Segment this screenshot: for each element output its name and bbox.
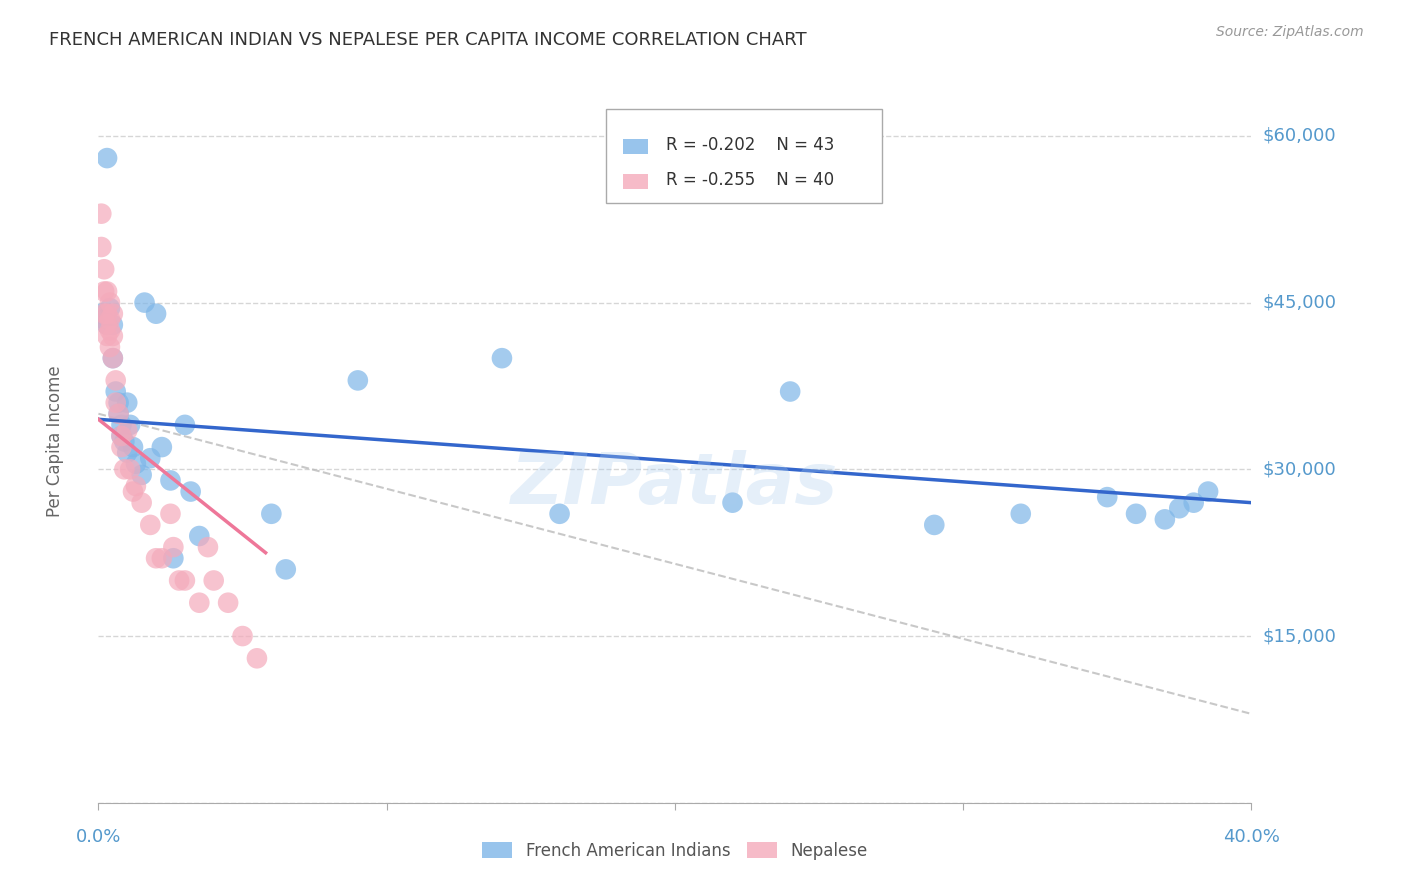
Point bbox=[1010, 507, 1032, 521]
Point bbox=[180, 484, 202, 499]
Point bbox=[117, 395, 139, 409]
Point bbox=[188, 529, 211, 543]
Point bbox=[159, 507, 181, 521]
Point bbox=[131, 496, 153, 510]
Point bbox=[162, 551, 184, 566]
Point bbox=[112, 462, 135, 476]
Point bbox=[107, 407, 129, 421]
Point bbox=[110, 429, 132, 443]
Text: 0.0%: 0.0% bbox=[76, 828, 121, 846]
Point bbox=[188, 596, 211, 610]
Point bbox=[139, 451, 162, 466]
Point bbox=[721, 496, 744, 510]
Point bbox=[1154, 512, 1177, 526]
Point bbox=[93, 307, 115, 321]
Point bbox=[107, 407, 129, 421]
Bar bbox=[623, 174, 648, 189]
Point bbox=[260, 507, 283, 521]
Point bbox=[346, 373, 368, 387]
Text: ZIPatlas: ZIPatlas bbox=[512, 450, 838, 519]
Point bbox=[779, 384, 801, 399]
Point bbox=[134, 295, 156, 310]
Point bbox=[122, 484, 145, 499]
Point bbox=[96, 318, 118, 332]
Point bbox=[491, 351, 513, 366]
Point bbox=[1182, 496, 1205, 510]
Text: Per Capita Income: Per Capita Income bbox=[45, 366, 63, 517]
Text: $45,000: $45,000 bbox=[1263, 293, 1337, 311]
Point bbox=[1168, 501, 1191, 516]
Point bbox=[122, 440, 145, 454]
Point bbox=[145, 307, 167, 321]
Text: R = -0.255    N = 40: R = -0.255 N = 40 bbox=[665, 171, 834, 189]
Point bbox=[90, 207, 112, 221]
Point bbox=[162, 540, 184, 554]
Point bbox=[90, 307, 112, 321]
Point bbox=[120, 417, 142, 432]
Point bbox=[110, 440, 132, 454]
Point bbox=[110, 429, 132, 443]
Text: R = -0.202    N = 43: R = -0.202 N = 43 bbox=[665, 136, 834, 154]
Text: $30,000: $30,000 bbox=[1263, 460, 1336, 478]
Point bbox=[246, 651, 269, 665]
Point bbox=[548, 507, 571, 521]
Point bbox=[104, 384, 127, 399]
Point bbox=[125, 457, 148, 471]
Point bbox=[117, 445, 139, 459]
Point bbox=[96, 151, 118, 165]
Point bbox=[145, 551, 167, 566]
Point bbox=[98, 340, 121, 354]
Point bbox=[101, 318, 124, 332]
Point bbox=[96, 318, 118, 332]
Point bbox=[90, 240, 112, 254]
Text: $60,000: $60,000 bbox=[1263, 127, 1336, 145]
Point bbox=[98, 301, 121, 315]
Point bbox=[150, 440, 173, 454]
Point bbox=[101, 307, 124, 321]
Point bbox=[101, 351, 124, 366]
Point bbox=[197, 540, 219, 554]
Point bbox=[131, 467, 153, 482]
FancyBboxPatch shape bbox=[606, 109, 883, 203]
Point bbox=[139, 517, 162, 532]
Point bbox=[159, 474, 181, 488]
Point bbox=[104, 373, 127, 387]
Point bbox=[125, 479, 148, 493]
Legend: French American Indians, Nepalese: French American Indians, Nepalese bbox=[475, 836, 875, 867]
Text: 40.0%: 40.0% bbox=[1223, 828, 1279, 846]
Point bbox=[924, 517, 946, 532]
Point bbox=[202, 574, 225, 588]
Point bbox=[167, 574, 190, 588]
Point bbox=[1097, 490, 1119, 504]
Point bbox=[231, 629, 254, 643]
Point bbox=[120, 462, 142, 476]
Point bbox=[96, 307, 118, 321]
Bar bbox=[623, 139, 648, 154]
Point bbox=[93, 262, 115, 277]
Point bbox=[110, 417, 132, 432]
Point bbox=[217, 596, 239, 610]
Point bbox=[98, 323, 121, 337]
Point bbox=[93, 285, 115, 299]
Text: FRENCH AMERICAN INDIAN VS NEPALESE PER CAPITA INCOME CORRELATION CHART: FRENCH AMERICAN INDIAN VS NEPALESE PER C… bbox=[49, 31, 807, 49]
Point bbox=[101, 329, 124, 343]
Point bbox=[98, 295, 121, 310]
Point bbox=[112, 434, 135, 449]
Text: Source: ZipAtlas.com: Source: ZipAtlas.com bbox=[1216, 25, 1364, 39]
Text: $15,000: $15,000 bbox=[1263, 627, 1336, 645]
Point bbox=[96, 285, 118, 299]
Point bbox=[117, 424, 139, 438]
Point bbox=[1125, 507, 1147, 521]
Point bbox=[93, 312, 115, 326]
Point bbox=[174, 574, 197, 588]
Point bbox=[101, 351, 124, 366]
Point bbox=[107, 395, 129, 409]
Point bbox=[104, 395, 127, 409]
Point bbox=[150, 551, 173, 566]
Point bbox=[174, 417, 197, 432]
Point bbox=[274, 562, 297, 576]
Point bbox=[96, 329, 118, 343]
Point bbox=[1197, 484, 1219, 499]
Point bbox=[98, 312, 121, 326]
